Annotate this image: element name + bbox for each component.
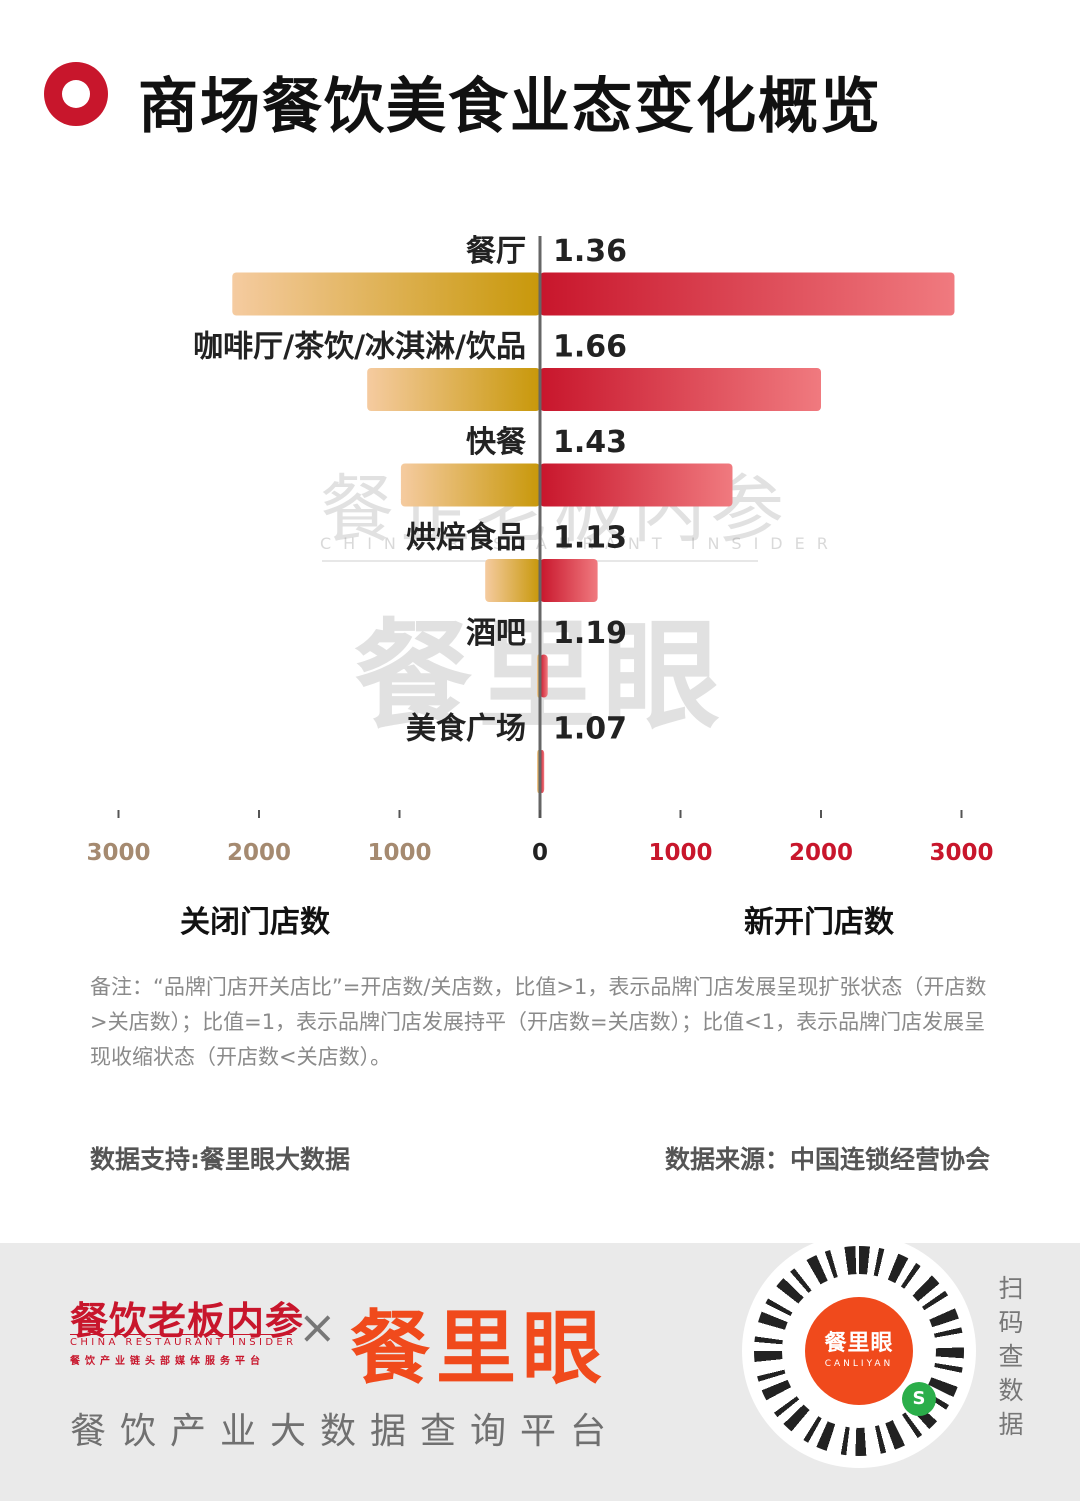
watermark-brand: 餐里眼	[353, 607, 726, 745]
right-tick-label: 3000	[929, 840, 993, 866]
watermark-subtext: CHINA RESTAURANT INSIDER	[320, 534, 840, 553]
media-logo-en: CHINA RESTAURANT INSIDER	[70, 1334, 293, 1348]
qr-center-logo: 餐里眼 CANLIYAN	[805, 1297, 913, 1405]
bar-opened-0	[540, 272, 955, 316]
category-label: 快餐	[466, 425, 527, 460]
ratio-label: 1.07	[553, 712, 627, 747]
ratio-label: 1.66	[553, 330, 627, 365]
left-tick-label: 3000	[86, 840, 150, 866]
ratio-label: 1.43	[553, 425, 627, 460]
title-circle-icon	[44, 62, 108, 126]
diverging-bar-chart: 餐厅 1.36 咖啡厅/茶饮/冰淇淋/饮品 1.66 快餐 1.43 烘焙食品 1.13 酒吧 1…	[86, 234, 993, 866]
right-axis-label: 新开门店数	[744, 905, 894, 940]
brand-logo: 餐里眼	[350, 1302, 608, 1395]
bar-closed-2	[400, 463, 540, 507]
data-source: 数据来源：中国连锁经营协会	[664, 1145, 990, 1174]
category-label: 酒吧	[466, 616, 526, 651]
footnote: 备注：“品牌门店开关店比”=开店数/关店数，比值>1，表示品牌门店发展呈现扩张状…	[90, 975, 987, 1069]
right-tick-label: 1000	[648, 840, 712, 866]
bar-closed-0	[232, 272, 540, 316]
bar-closed-3	[485, 559, 540, 602]
ratio-label: 1.13	[553, 521, 627, 556]
data-support: 数据支持:餐里眼大数据	[90, 1145, 350, 1174]
qr-center-sublabel: CANLIYAN	[824, 1359, 894, 1369]
mini-program-icon: S	[902, 1382, 936, 1416]
media-logo: 餐饮老板内参	[70, 1298, 305, 1343]
category-label: 美食广场	[406, 712, 526, 747]
qr-center-label: 餐里眼	[824, 1331, 894, 1356]
media-logo-tagline: 餐饮产业链头部媒体服务平台	[70, 1356, 265, 1367]
category-label: 餐厅	[466, 234, 526, 269]
qr-code[interactable]: 餐里眼 CANLIYAN S	[742, 1234, 976, 1468]
page-title: 商场餐饮美食业态变化概览	[138, 72, 882, 142]
bar-opened-3	[540, 559, 598, 602]
ratio-label: 1.19	[553, 616, 627, 651]
slogan: 餐饮产业大数据查询平台	[70, 1411, 621, 1452]
center-tick-label: 0	[532, 840, 548, 866]
bar-opened-2	[540, 463, 733, 507]
category-label: 烘焙食品	[406, 521, 526, 556]
left-tick-label: 1000	[367, 840, 431, 866]
scan-hint: 扫码查数据	[998, 1274, 1024, 1439]
ratio-label: 1.36	[553, 234, 627, 269]
right-tick-label: 2000	[789, 840, 853, 866]
left-axis-label: 关闭门店数	[180, 905, 330, 940]
category-label: 咖啡厅/茶饮/冰淇淋/饮品	[193, 330, 526, 365]
bar-opened-4	[540, 654, 548, 698]
collab-cross-icon: ×	[298, 1300, 337, 1354]
left-tick-label: 2000	[227, 840, 291, 866]
bar-opened-1	[540, 368, 821, 411]
bar-closed-1	[367, 368, 540, 411]
